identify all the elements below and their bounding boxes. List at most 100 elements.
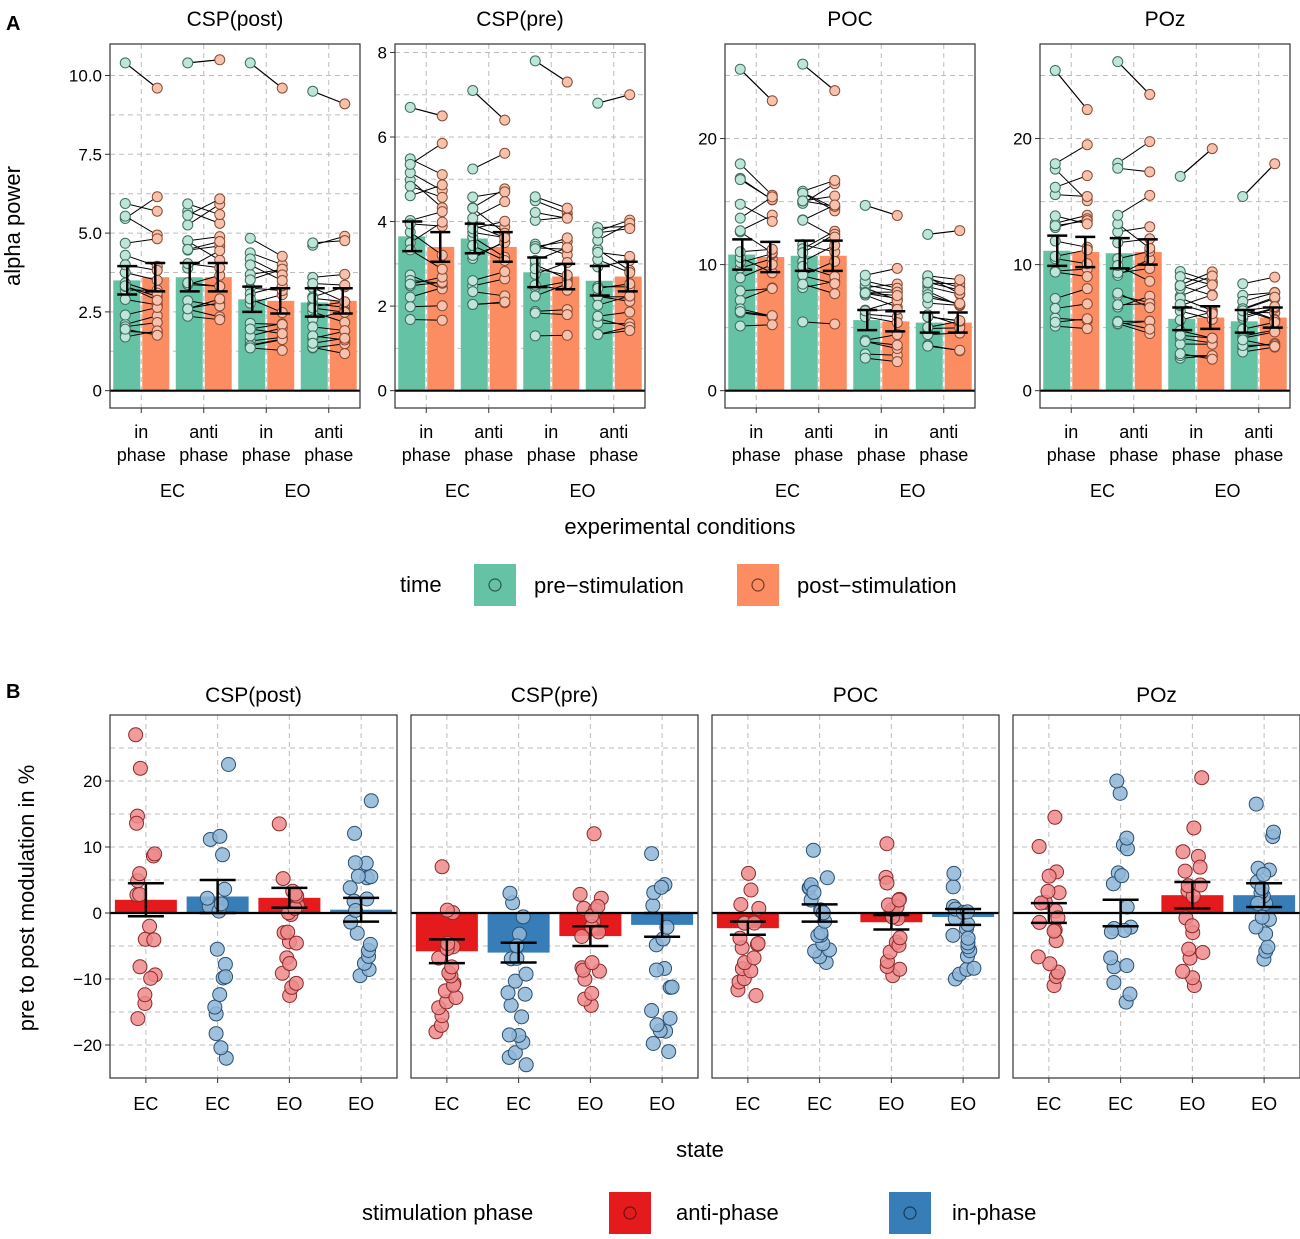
point-post <box>339 332 351 344</box>
subject-point <box>653 879 669 895</box>
subject-line <box>739 163 773 196</box>
subject-line <box>739 196 773 219</box>
point-post <box>624 306 636 318</box>
subject-line <box>250 252 283 266</box>
point-post-top <box>891 209 903 221</box>
point-post <box>1206 289 1218 301</box>
point-post <box>766 191 778 203</box>
point-post <box>436 216 448 228</box>
x-tick-label-line2: phase <box>304 445 353 465</box>
subject-point <box>644 846 660 862</box>
x-tick-label-line1: in <box>1064 422 1078 442</box>
point-post-top <box>339 98 351 110</box>
point-pre <box>1112 287 1124 299</box>
subject-point <box>891 892 907 908</box>
point-post <box>829 255 841 267</box>
subject-point <box>502 885 518 901</box>
point-pre <box>119 259 131 271</box>
subject-point <box>142 918 158 934</box>
x-tick-label: EC <box>807 1094 832 1114</box>
point-post-top <box>624 89 636 101</box>
point-post <box>214 235 226 247</box>
subject-line-top <box>1242 163 1276 197</box>
point-post <box>891 356 903 368</box>
x-tick-label-line2: phase <box>242 445 291 465</box>
point-pre <box>467 191 479 203</box>
point-post <box>436 314 448 326</box>
point-post <box>436 191 448 203</box>
point-pre-top <box>182 57 194 69</box>
subject-point <box>748 988 764 1003</box>
facet-frame <box>410 714 699 1079</box>
subject-point <box>661 1044 677 1060</box>
facet-frame <box>711 714 1000 1079</box>
x-tick-label-line1: in <box>749 422 763 442</box>
point-pre-top <box>1049 64 1061 76</box>
facet-title: CSP(pre) <box>476 8 564 31</box>
point-post <box>151 294 163 306</box>
point-pre <box>734 306 746 318</box>
y-tick-label: 10 <box>1013 256 1032 275</box>
y-tick-label: 0 <box>93 382 102 401</box>
facet-3: POz in phase anti phase in phase anti phase EC EO 0… <box>1013 8 1291 501</box>
point-pre <box>1174 329 1186 341</box>
point-pre <box>182 198 194 210</box>
point-post <box>1081 271 1093 283</box>
subject-point <box>750 935 766 951</box>
subject-line <box>250 258 283 276</box>
x-tick-label-line2: phase <box>1109 445 1158 465</box>
panel-label: B <box>6 681 20 703</box>
x-tick-label-line1: in <box>134 422 148 442</box>
facet-0: CSP(post) in phase anti phase in phase anti phas… <box>69 8 361 501</box>
point-post <box>1144 189 1156 201</box>
point-pre-top <box>859 199 871 211</box>
legend-label-anti-phase: anti-phase <box>676 1200 779 1225</box>
subject-point <box>1040 883 1056 899</box>
point-post <box>891 303 903 315</box>
point-pre <box>467 286 479 298</box>
point-pre <box>592 329 604 341</box>
point-pre <box>404 244 416 256</box>
subject-point <box>1050 910 1066 926</box>
point-post <box>276 328 288 340</box>
y-tick-label: −20 <box>73 1036 102 1055</box>
subject-point <box>213 896 229 912</box>
subject-line <box>410 184 443 197</box>
subject-point <box>733 897 749 913</box>
facet-0: CSP(post) EC EC EO EO −20 −10 0 10 20 <box>73 684 398 1114</box>
x-group-label: EC <box>445 481 470 501</box>
x-tick-label-line2: phase <box>919 445 968 465</box>
point-pre <box>734 158 746 170</box>
point-pre <box>734 174 746 186</box>
subject-point <box>130 1011 146 1027</box>
point-post <box>561 232 573 244</box>
point-pre <box>244 342 256 354</box>
subject-point <box>805 842 821 858</box>
legend-swatch-post-dot <box>751 578 765 592</box>
point-post <box>276 275 288 287</box>
point-pre <box>307 302 319 314</box>
x-tick-label: EC <box>1036 1094 1061 1114</box>
subject-point <box>746 915 762 931</box>
point-pre <box>734 225 746 237</box>
subject-point <box>1112 785 1128 801</box>
legend-swatch-in-dot <box>903 1206 917 1220</box>
facet-title: CSP(post) <box>187 8 284 31</box>
x-tick-label-line2: phase <box>589 445 638 465</box>
point-post <box>1269 316 1281 328</box>
x-tick-label-line1: anti <box>189 422 218 442</box>
subject-line <box>740 214 773 232</box>
subject-line-top <box>802 63 836 92</box>
point-post <box>1269 291 1281 303</box>
point-pre <box>404 180 416 192</box>
point-post <box>624 223 636 235</box>
point-pre-top <box>1237 191 1249 203</box>
point-post <box>766 258 778 270</box>
subject-point <box>209 941 225 957</box>
point-post <box>1081 298 1093 310</box>
facet-frame <box>724 43 976 409</box>
point-pre-top <box>734 63 746 75</box>
subject-point <box>662 1010 678 1026</box>
subject-point <box>1122 986 1138 1002</box>
